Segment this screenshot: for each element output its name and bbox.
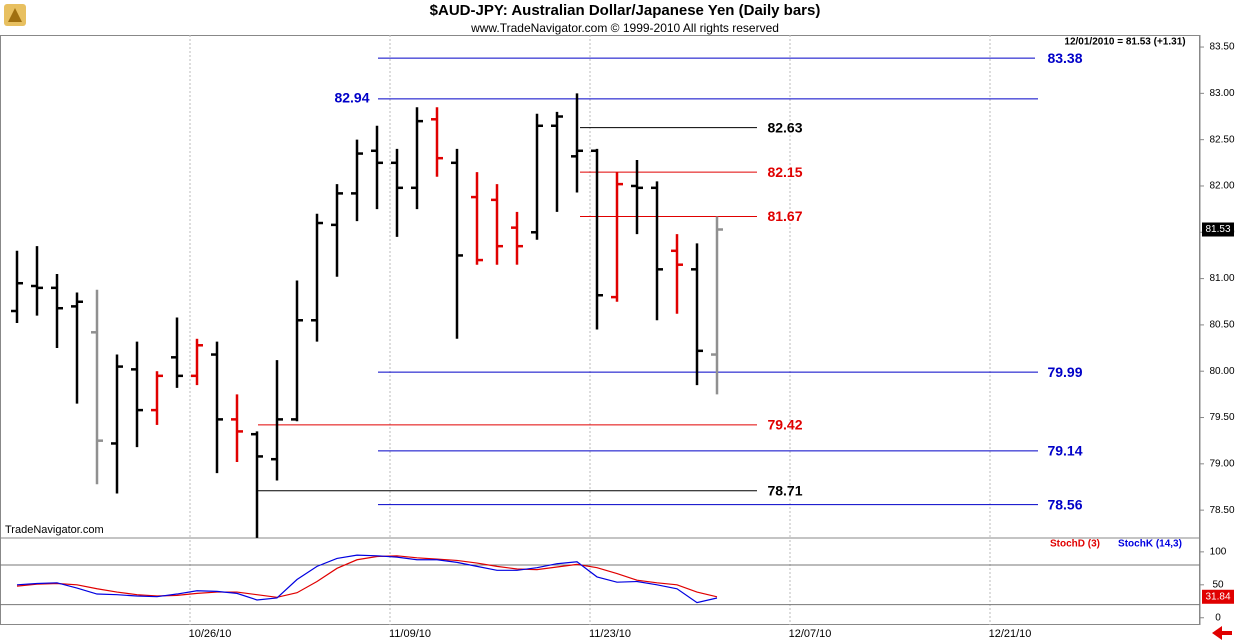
- y-tick-label: 79.00: [1209, 458, 1234, 469]
- level-label: 79.14: [1047, 443, 1082, 459]
- legend-entry: StochK (14,3): [1118, 539, 1182, 550]
- stoch-line: [16, 555, 718, 598]
- x-tick-label: 12/07/10: [789, 628, 832, 640]
- x-tick-label: 12/21/10: [989, 628, 1032, 640]
- x-tick-label: 10/26/10: [189, 628, 232, 640]
- info-label: 12/01/2010 = 81.53 (+1.31): [1064, 37, 1185, 48]
- chart-title: $AUD-JPY: Australian Dollar/Japanese Yen…: [430, 2, 821, 19]
- watermark: TradeNavigator.com: [5, 524, 104, 536]
- level-label: 78.56: [1047, 496, 1082, 512]
- y-tick-label: 81.00: [1209, 273, 1234, 284]
- y-tick-label: 0: [1215, 612, 1221, 623]
- level-label: 81.67: [767, 208, 802, 224]
- logo: [4, 4, 26, 26]
- chart-subtitle: www.TradeNavigator.com © 1999-2010 All r…: [470, 21, 779, 35]
- legend-entry: StochD (3): [1050, 539, 1100, 550]
- level-label: 82.63: [767, 119, 802, 135]
- y-tick-label: 78.50: [1209, 505, 1234, 516]
- level-label: 79.42: [767, 417, 802, 433]
- y-tick-label: 82.00: [1209, 181, 1234, 192]
- price-tag: [1202, 222, 1234, 237]
- value-tag: [1202, 589, 1234, 604]
- y-tick-label: 79.50: [1209, 412, 1234, 423]
- y-tick-label: 50: [1212, 579, 1224, 590]
- x-tick-label: 11/23/10: [589, 628, 631, 640]
- price-tag-label: 81.53: [1205, 224, 1230, 235]
- level-label: 83.38: [1047, 50, 1082, 66]
- level-label: 78.71: [767, 482, 802, 498]
- scroll-arrow[interactable]: [1212, 626, 1232, 640]
- level-label: 82.15: [767, 164, 802, 180]
- level-label: 79.99: [1047, 364, 1082, 380]
- y-tick-label: 80.50: [1209, 320, 1234, 331]
- plot-frame: [0, 35, 1200, 625]
- value-tag-label: 31.84: [1205, 591, 1230, 602]
- stoch-line: [16, 554, 718, 604]
- y-tick-label: 100: [1210, 547, 1227, 558]
- y-tick-label: 80.00: [1209, 366, 1234, 377]
- y-tick-label: 82.50: [1209, 134, 1234, 145]
- x-tick-label: 11/09/10: [389, 628, 431, 640]
- y-tick-label: 83.00: [1209, 88, 1234, 99]
- level-label: 82.94: [334, 90, 369, 106]
- y-tick-label: 83.50: [1209, 42, 1234, 53]
